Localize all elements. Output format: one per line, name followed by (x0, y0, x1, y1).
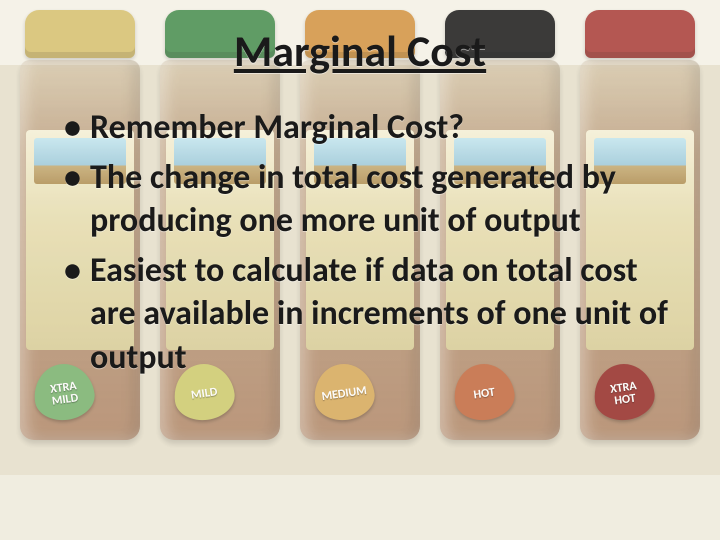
slide-title: Marginal Cost (44, 24, 676, 78)
bullet-item: The change in total cost generated by pr… (64, 156, 676, 243)
bullet-item: Easiest to calculate if data on total co… (64, 249, 676, 380)
bullet-item: Remember Marginal Cost? (64, 106, 676, 150)
slide-content: Marginal Cost Remember Marginal Cost? Th… (0, 0, 720, 540)
bullet-list: Remember Marginal Cost? The change in to… (44, 106, 676, 379)
